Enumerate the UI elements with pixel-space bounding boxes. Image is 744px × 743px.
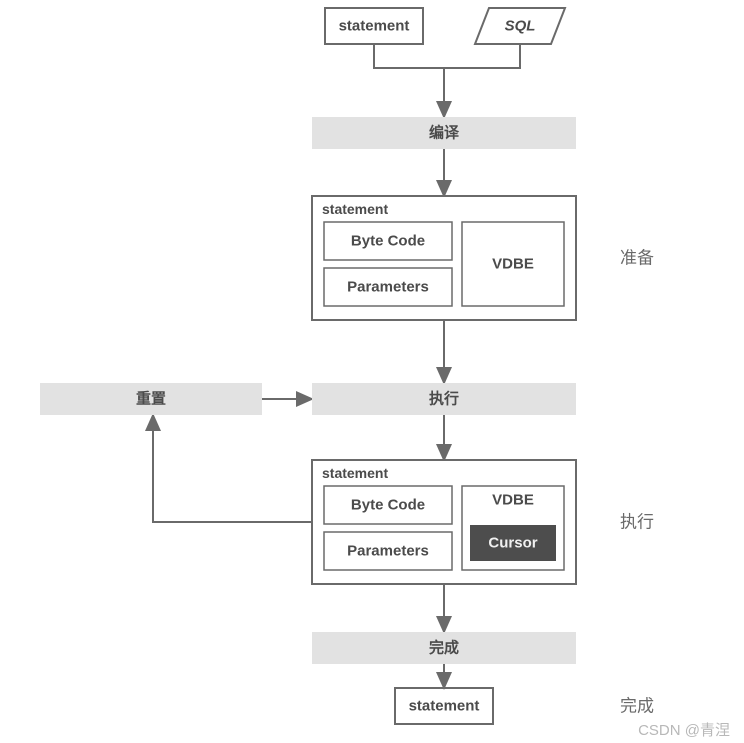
watermark: CSDN @青涅 [638,722,730,739]
band-execute-label: 执行 [429,390,459,408]
group2-inner-2-label: VDBE [492,492,534,509]
group-execute-title: statement [322,465,388,481]
band-compile-label: 编译 [429,124,460,142]
edge-group2_left-band_reset [153,415,312,522]
edge-top_sql-join1 [444,44,520,68]
group2-inner-1-label: Parameters [347,543,429,560]
cursor-label: Cursor [488,535,537,552]
group2-inner-0-label: Byte Code [351,497,425,514]
flowchart-canvas: statement SQL 编译执行 重置完成 statement Byte Code Pa… [0,0,744,743]
band-finish-label: 完成 [429,639,459,657]
edge-top_statement-join1 [374,44,444,68]
band-reset-label: 重置 [136,390,166,408]
side-label-1: 执行 [620,513,654,532]
top-sql-box-label: SQL [505,18,536,35]
side-label-2: 完成 [620,697,654,716]
top-statement-box-label: statement [339,18,410,35]
group1-inner-0-label: Byte Code [351,233,425,250]
bottom-statement-box-label: statement [409,698,480,715]
group-prepare-title: statement [322,201,388,217]
group1-inner-1-label: Parameters [347,279,429,296]
group1-inner-2-label: VDBE [492,256,534,273]
side-label-0: 准备 [620,249,654,268]
